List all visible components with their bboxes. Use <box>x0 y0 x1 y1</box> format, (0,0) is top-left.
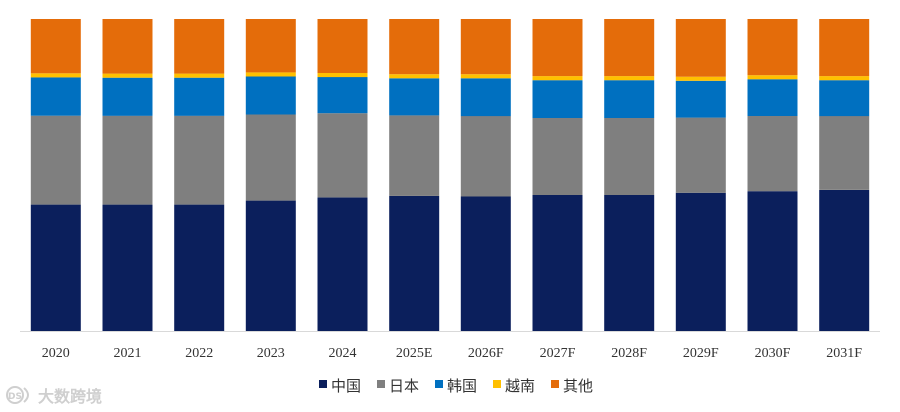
x-tick-label: 2025E <box>396 346 433 361</box>
watermark: DS 大数跨境 <box>6 383 102 407</box>
bar-segment-2029F-1 <box>675 117 726 193</box>
bar-segment-2025E-0 <box>389 195 440 331</box>
x-tick-label: 2020 <box>42 346 70 361</box>
bar-segment-2027F-0 <box>532 195 583 331</box>
bar-segment-2023-4 <box>245 19 296 73</box>
bar-segment-2026F-0 <box>460 196 511 331</box>
x-tick-label: 2028F <box>611 346 647 361</box>
bar-segment-2024-3 <box>317 73 368 78</box>
bar-segment-2020-2 <box>30 77 81 116</box>
legend-label-3: 越南 <box>505 377 535 395</box>
bar-segment-2026F-1 <box>460 116 511 197</box>
bar-segment-2023-0 <box>245 200 296 331</box>
legend-label-1: 日本 <box>389 377 419 395</box>
bar-segment-2030F-4 <box>747 19 798 76</box>
bar-segment-2022-2 <box>174 77 225 116</box>
bar-segment-2025E-4 <box>389 19 440 75</box>
bar-segment-2024-2 <box>317 77 368 114</box>
legend-swatch-2 <box>435 380 443 388</box>
x-tick-label: 2029F <box>683 346 719 361</box>
bar-segment-2029F-4 <box>675 19 726 77</box>
x-tick-labels: 2020 2021 2022 2023 2024 2025E 2026F 2027F 2028F… <box>42 346 863 361</box>
bar-segment-2027F-4 <box>532 19 583 77</box>
bar-segment-2031F-2 <box>819 80 870 117</box>
bar-segment-2021-0 <box>102 204 153 331</box>
bar-segment-2028F-2 <box>604 80 655 118</box>
bar-segment-2023-1 <box>245 114 296 201</box>
bar-segment-2025E-2 <box>389 78 440 116</box>
bar-segment-2027F-3 <box>532 76 583 81</box>
bar-segment-2031F-1 <box>819 116 870 190</box>
bar-segment-2022-1 <box>174 115 225 205</box>
bar-segment-2031F-3 <box>819 76 870 81</box>
bar-segment-2022-0 <box>174 204 225 331</box>
legend-swatch-4 <box>551 380 559 388</box>
bar-segment-2030F-1 <box>747 116 798 192</box>
bar-segment-2021-3 <box>102 73 153 78</box>
legend-swatch-1 <box>377 380 385 388</box>
bar-segment-2026F-3 <box>460 74 511 79</box>
bar-segment-2020-1 <box>30 115 81 205</box>
svg-text:DS: DS <box>8 392 22 402</box>
bar-segment-2029F-2 <box>675 80 726 118</box>
bar-segment-2026F-2 <box>460 78 511 117</box>
bar-segment-2021-2 <box>102 77 153 116</box>
bar-segment-2021-4 <box>102 19 153 74</box>
bar-segment-2030F-2 <box>747 79 798 116</box>
x-tick-label: 2024 <box>329 346 357 361</box>
x-tick-label: 2022 <box>185 346 213 361</box>
bar-segment-2023-2 <box>245 76 296 115</box>
bar-segment-2024-1 <box>317 113 368 198</box>
bar-segment-2031F-4 <box>819 19 870 77</box>
bar-segment-2023-3 <box>245 72 296 77</box>
legend: 中国 日本 韩国 越南 其他 <box>319 377 593 395</box>
bar-segment-2020-0 <box>30 204 81 331</box>
legend-label-0: 中国 <box>331 377 361 395</box>
watermark-text: 大数跨境 <box>38 387 103 406</box>
x-tick-label: 2031F <box>826 346 862 361</box>
bars-group <box>30 19 870 331</box>
bar-segment-2026F-4 <box>460 19 511 75</box>
watermark-logo-icon: DS <box>6 386 29 404</box>
x-tick-label: 2030F <box>755 346 791 361</box>
bar-segment-2022-4 <box>174 19 225 74</box>
bar-segment-2020-4 <box>30 19 81 74</box>
bar-segment-2030F-0 <box>747 191 798 331</box>
bar-segment-2027F-1 <box>532 117 583 195</box>
bar-segment-2025E-3 <box>389 74 440 79</box>
legend-swatch-0 <box>319 380 327 388</box>
bar-segment-2028F-3 <box>604 76 655 81</box>
bar-segment-2024-0 <box>317 197 368 331</box>
bar-segment-2021-1 <box>102 115 153 205</box>
x-tick-label: 2027F <box>540 346 576 361</box>
bar-segment-2025E-1 <box>389 115 440 196</box>
bar-segment-2022-3 <box>174 73 225 78</box>
x-tick-label: 2023 <box>257 346 285 361</box>
bar-segment-2030F-3 <box>747 75 798 80</box>
bar-segment-2028F-1 <box>604 117 655 195</box>
bar-segment-2031F-0 <box>819 190 870 331</box>
bar-segment-2029F-0 <box>675 192 726 331</box>
legend-label-4: 其他 <box>563 377 593 395</box>
bar-segment-2028F-0 <box>604 195 655 331</box>
bar-segment-2024-4 <box>317 19 368 73</box>
legend-label-2: 韩国 <box>447 377 477 395</box>
bar-segment-2020-3 <box>30 73 81 78</box>
x-tick-label: 2021 <box>114 346 142 361</box>
bar-segment-2028F-4 <box>604 19 655 77</box>
x-tick-label: 2026F <box>468 346 504 361</box>
legend-swatch-3 <box>493 380 501 388</box>
bar-segment-2027F-2 <box>532 80 583 118</box>
bar-segment-2029F-3 <box>675 76 726 81</box>
